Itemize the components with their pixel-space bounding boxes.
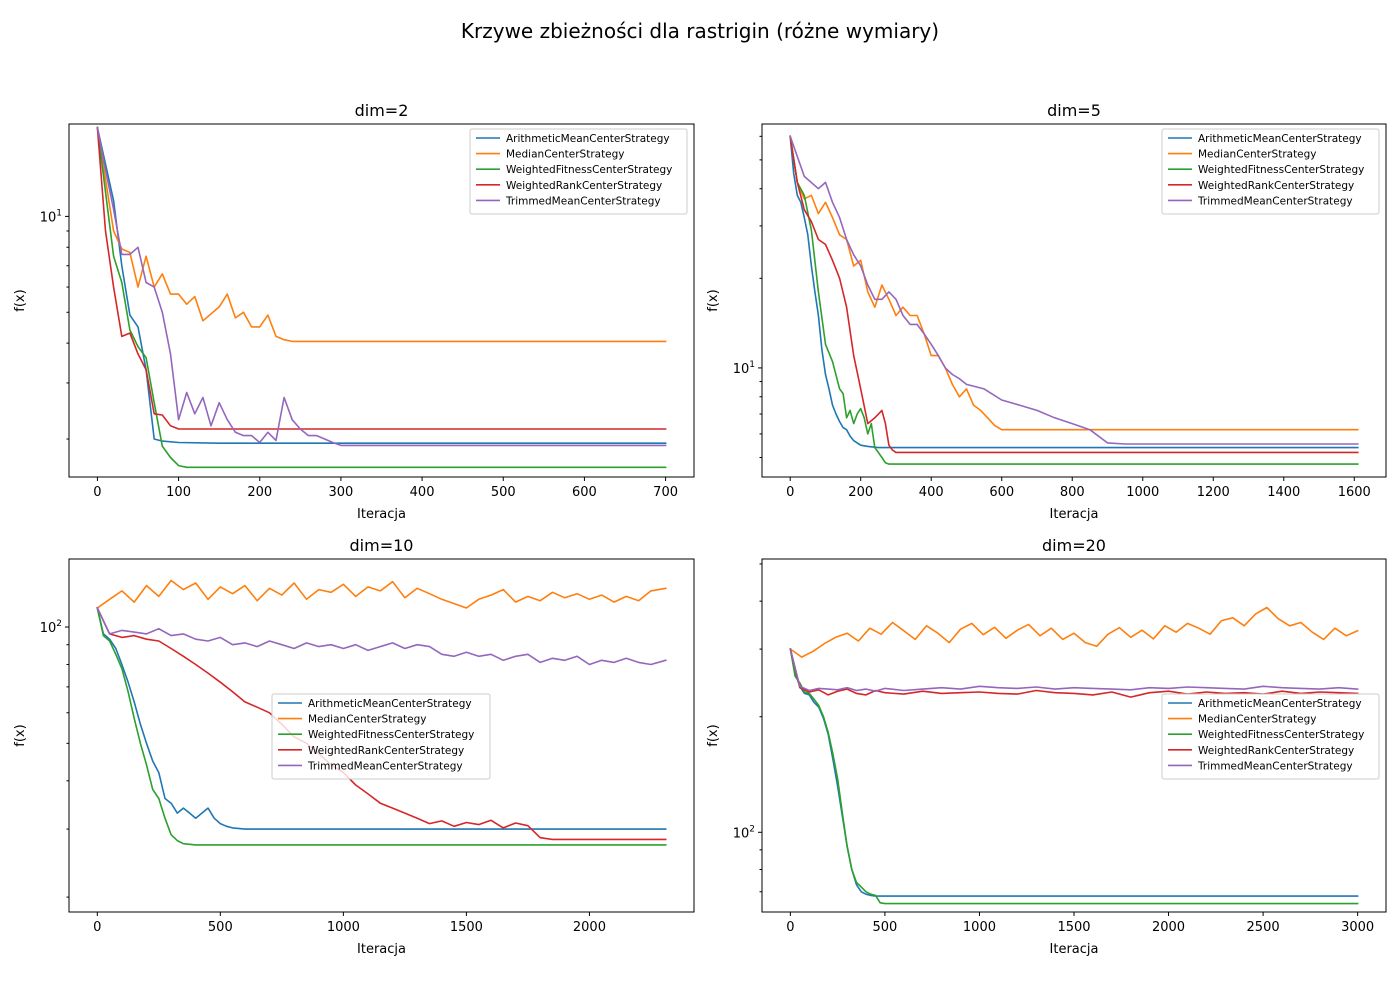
series-line-weightedfitnesscenterstrategy (789, 135, 1359, 465)
x-tick-label: 600 (572, 485, 597, 500)
legend-label-arithmeticmeancenterstrategy: ArithmeticMeanCenterStrategy (506, 133, 670, 145)
legend-label-weightedrankcenterstrategy: WeightedRankCenterStrategy (1198, 180, 1354, 192)
x-tick-label: 1600 (1338, 485, 1371, 500)
y-axis-label: f(x) (706, 289, 721, 311)
legend-frame (469, 128, 688, 215)
axes-frame (68, 123, 695, 478)
axes-title: dim=20 (1042, 536, 1106, 555)
legend-frame (1161, 128, 1380, 215)
legend-label-mediancenterstrategy: MedianCenterStrategy (308, 714, 427, 726)
legend-label-weightedfitnesscenterstrategy: WeightedFitnessCenterStrategy (308, 729, 474, 741)
x-tick-label: 400 (410, 485, 435, 500)
legend-label-weightedrankcenterstrategy: WeightedRankCenterStrategy (506, 180, 662, 192)
legend-label-trimmedmeancenterstrategy: TrimmedMeanCenterStrategy (1197, 195, 1353, 207)
series-line-mediancenterstrategy (789, 606, 1359, 658)
legend-label-weightedrankcenterstrategy: WeightedRankCenterStrategy (308, 745, 464, 757)
x-tick-label: 500 (491, 485, 516, 500)
series-line-trimmedmeancenterstrategy (96, 126, 667, 447)
series-line-trimmedmeancenterstrategy (96, 606, 667, 666)
x-tick-label: 1200 (1197, 485, 1230, 500)
x-tick-label: 0 (786, 485, 794, 500)
x-tick-label: 500 (872, 920, 897, 935)
y-axis-label: f(x) (13, 289, 28, 311)
legend: ArithmeticMeanCenterStrategy MedianCenter… (469, 128, 688, 215)
series-line-mediancenterstrategy (96, 126, 667, 343)
series-line-trimmedmeancenterstrategy (789, 648, 1359, 693)
x-tick-label: 500 (208, 920, 233, 935)
series-line-weightedfitnesscenterstrategy (96, 126, 667, 469)
x-tick-label: 300 (329, 485, 354, 500)
legend-frame (1161, 693, 1380, 780)
axes-title: dim=10 (350, 536, 414, 555)
legend-label-arithmeticmeancenterstrategy: ArithmeticMeanCenterStrategy (308, 698, 472, 710)
x-tick-label: 0 (93, 485, 101, 500)
series-line-weightedrankcenterstrategy (789, 135, 1359, 454)
legend-label-trimmedmeancenterstrategy: TrimmedMeanCenterStrategy (1197, 760, 1353, 772)
x-axis-label: Iteracja (357, 507, 406, 522)
x-axis-label: Iteracja (1050, 942, 1099, 957)
legend-label-arithmeticmeancenterstrategy: ArithmeticMeanCenterStrategy (1198, 698, 1362, 710)
series-group (789, 606, 1359, 905)
legend-label-mediancenterstrategy: MedianCenterStrategy (506, 149, 625, 161)
chart-panel-2: 0 500 1000 1500 2000102dim=10Iteracjaf(x)Ari… (13, 536, 695, 957)
axes-root: 0 100 200 300 400 500 600 700101dim=2Iteracjaf(… (13, 101, 1387, 957)
legend-label-arithmeticmeancenterstrategy: ArithmeticMeanCenterStrategy (1198, 133, 1362, 145)
legend-frame (271, 693, 491, 780)
axes-title: dim=2 (355, 101, 409, 120)
x-tick-label: 200 (848, 485, 873, 500)
legend-label-weightedfitnesscenterstrategy: WeightedFitnessCenterStrategy (1198, 164, 1364, 176)
x-tick-label: 2000 (573, 920, 606, 935)
x-tick-label: 400 (919, 485, 944, 500)
legend-label-weightedfitnesscenterstrategy: WeightedFitnessCenterStrategy (1198, 729, 1364, 741)
legend-label-mediancenterstrategy: MedianCenterStrategy (1198, 714, 1317, 726)
legend-label-trimmedmeancenterstrategy: TrimmedMeanCenterStrategy (307, 760, 463, 772)
series-line-trimmedmeancenterstrategy (789, 135, 1359, 445)
series-line-weightedrankcenterstrategy (96, 126, 667, 430)
legend-label-weightedrankcenterstrategy: WeightedRankCenterStrategy (1198, 745, 1354, 757)
axes-title: dim=5 (1047, 101, 1101, 120)
legend: ArithmeticMeanCenterStrategy MedianCenter… (1161, 693, 1380, 780)
chart-panel-1: 0 200 400 600 800 1000 1200 1400 1600101dim=5Ite… (706, 101, 1387, 522)
y-axis-label: f(x) (13, 724, 28, 746)
series-line-weightedfitnesscenterstrategy (789, 648, 1359, 905)
x-tick-label: 1500 (450, 920, 483, 935)
series-line-arithmeticmeancenterstrategy (789, 135, 1359, 449)
x-tick-label: 1500 (1057, 920, 1090, 935)
x-tick-label: 2500 (1247, 920, 1280, 935)
legend: ArithmeticMeanCenterStrategy MedianCenter… (1161, 128, 1380, 215)
x-axis-label: Iteracja (357, 942, 406, 957)
x-tick-label: 1000 (1126, 485, 1159, 500)
series-line-arithmeticmeancenterstrategy (96, 607, 667, 830)
x-tick-label: 1000 (963, 920, 996, 935)
series-line-weightedfitnesscenterstrategy (96, 607, 667, 846)
x-tick-label: 200 (247, 485, 272, 500)
chart-panel-3: 0 500 1000 1500 2000 2500 3000102dim=20Iteracj… (706, 536, 1387, 957)
x-tick-label: 700 (653, 485, 678, 500)
x-tick-label: 3000 (1341, 920, 1374, 935)
legend-label-weightedfitnesscenterstrategy: WeightedFitnessCenterStrategy (506, 164, 672, 176)
x-tick-label: 0 (786, 920, 794, 935)
axes-frame (761, 123, 1387, 478)
x-tick-label: 100 (166, 485, 191, 500)
axes-frame (68, 558, 695, 913)
chart-panel-0: 0 100 200 300 400 500 600 700101dim=2Iteracjaf(… (13, 101, 695, 522)
x-tick-label: 800 (1060, 485, 1085, 500)
series-line-mediancenterstrategy (96, 579, 667, 610)
series-line-mediancenterstrategy (789, 135, 1359, 431)
legend: ArithmeticMeanCenterStrategy MedianCenter… (271, 693, 491, 780)
y-axis-label: f(x) (706, 724, 721, 746)
legend-label-mediancenterstrategy: MedianCenterStrategy (1198, 149, 1317, 161)
series-group (789, 135, 1359, 465)
x-tick-label: 2000 (1152, 920, 1185, 935)
figure-suptitle: Krzywe zbieżności dla rastrigin (różne w… (461, 19, 939, 43)
x-tick-label: 1400 (1267, 485, 1300, 500)
x-tick-label: 600 (989, 485, 1014, 500)
x-tick-label: 0 (93, 920, 101, 935)
series-group (96, 126, 667, 469)
legend-label-trimmedmeancenterstrategy: TrimmedMeanCenterStrategy (505, 195, 661, 207)
x-tick-label: 1000 (327, 920, 360, 935)
series-line-weightedrankcenterstrategy (789, 648, 1359, 698)
x-axis-label: Iteracja (1050, 507, 1099, 522)
